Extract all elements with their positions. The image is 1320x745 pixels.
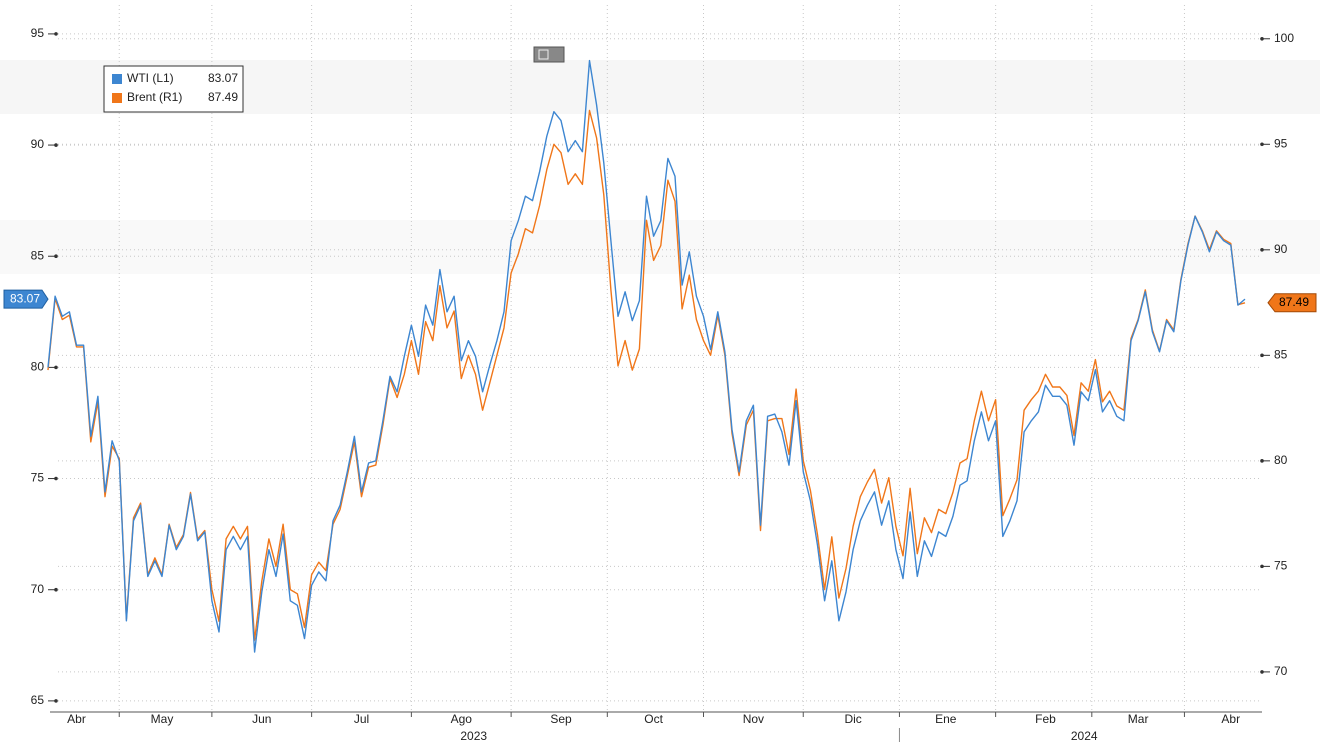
y2-tick-dot bbox=[1260, 353, 1264, 358]
y2-tick-label: 85 bbox=[1274, 348, 1288, 362]
y2-tick-dot bbox=[1260, 459, 1264, 463]
year-label: 2023 bbox=[460, 729, 487, 743]
legend-value: 87.49 bbox=[208, 90, 238, 104]
value-tag bbox=[1267, 293, 1317, 313]
y-tick-label: 80 bbox=[31, 360, 45, 374]
y2-tick-label: 90 bbox=[1274, 242, 1288, 256]
legend-swatch bbox=[112, 74, 122, 84]
y-tick-label: 90 bbox=[31, 137, 45, 151]
year-label: 2024 bbox=[1071, 729, 1098, 743]
y-tick-label: 65 bbox=[31, 693, 45, 707]
y2-tick-dot bbox=[1260, 564, 1264, 569]
value-tag-label: 87.49 bbox=[1279, 295, 1309, 309]
value-tag-label: 83.07 bbox=[10, 291, 40, 305]
x-tick-label: Ago bbox=[451, 712, 473, 726]
y2-tick-label: 95 bbox=[1274, 136, 1288, 150]
y2-tick-dot bbox=[1260, 248, 1264, 252]
y-tick-label: 75 bbox=[31, 471, 45, 485]
x-tick-label: Dic bbox=[844, 712, 861, 726]
x-tick-label: Abr bbox=[1221, 712, 1240, 726]
y2-tick-label: 80 bbox=[1274, 453, 1288, 467]
y2-tick-label: 100 bbox=[1274, 31, 1294, 45]
y-tick-dot bbox=[54, 254, 58, 259]
legend-box bbox=[103, 65, 244, 113]
y-tick-dot bbox=[54, 476, 58, 481]
y-tick-dot bbox=[54, 699, 58, 703]
x-tick-label: Jun bbox=[252, 712, 271, 726]
x-tick-label: Jul bbox=[354, 712, 369, 726]
y-tick-label: 70 bbox=[31, 582, 45, 596]
y2-tick-label: 75 bbox=[1274, 559, 1288, 573]
legend-label: Brent (R1) bbox=[127, 90, 182, 104]
y-tick-dot bbox=[54, 143, 58, 147]
legend-swatch bbox=[112, 93, 122, 103]
x-tick-label: Ene bbox=[935, 712, 957, 726]
icon-glyph bbox=[538, 49, 549, 60]
value-tag bbox=[3, 289, 49, 309]
x-tick-label: Oct bbox=[644, 712, 663, 726]
y2-tick-dot bbox=[1260, 36, 1264, 41]
x-tick-label: Mar bbox=[1128, 712, 1149, 726]
y-tick-label: 95 bbox=[31, 26, 45, 40]
y-tick-dot bbox=[54, 365, 58, 370]
x-tick-label: May bbox=[151, 712, 174, 726]
y-tick-dot bbox=[54, 32, 58, 36]
series-line bbox=[47, 59, 1246, 653]
x-tick-label: Abr bbox=[67, 712, 86, 726]
legend-label: WTI (L1) bbox=[127, 71, 174, 85]
legend-value: 83.07 bbox=[208, 71, 238, 85]
y-tick-dot bbox=[54, 587, 58, 592]
y-tick-label: 85 bbox=[31, 248, 45, 262]
y2-tick-dot bbox=[1260, 142, 1264, 147]
y2-tick-dot bbox=[1260, 670, 1264, 674]
x-tick-label: Feb bbox=[1035, 712, 1056, 726]
x-tick-label: Nov bbox=[743, 712, 764, 726]
chart-menu-icon[interactable] bbox=[533, 46, 565, 63]
series-line bbox=[47, 109, 1246, 641]
x-tick-label: Sep bbox=[550, 712, 572, 726]
y2-tick-label: 70 bbox=[1274, 664, 1288, 678]
